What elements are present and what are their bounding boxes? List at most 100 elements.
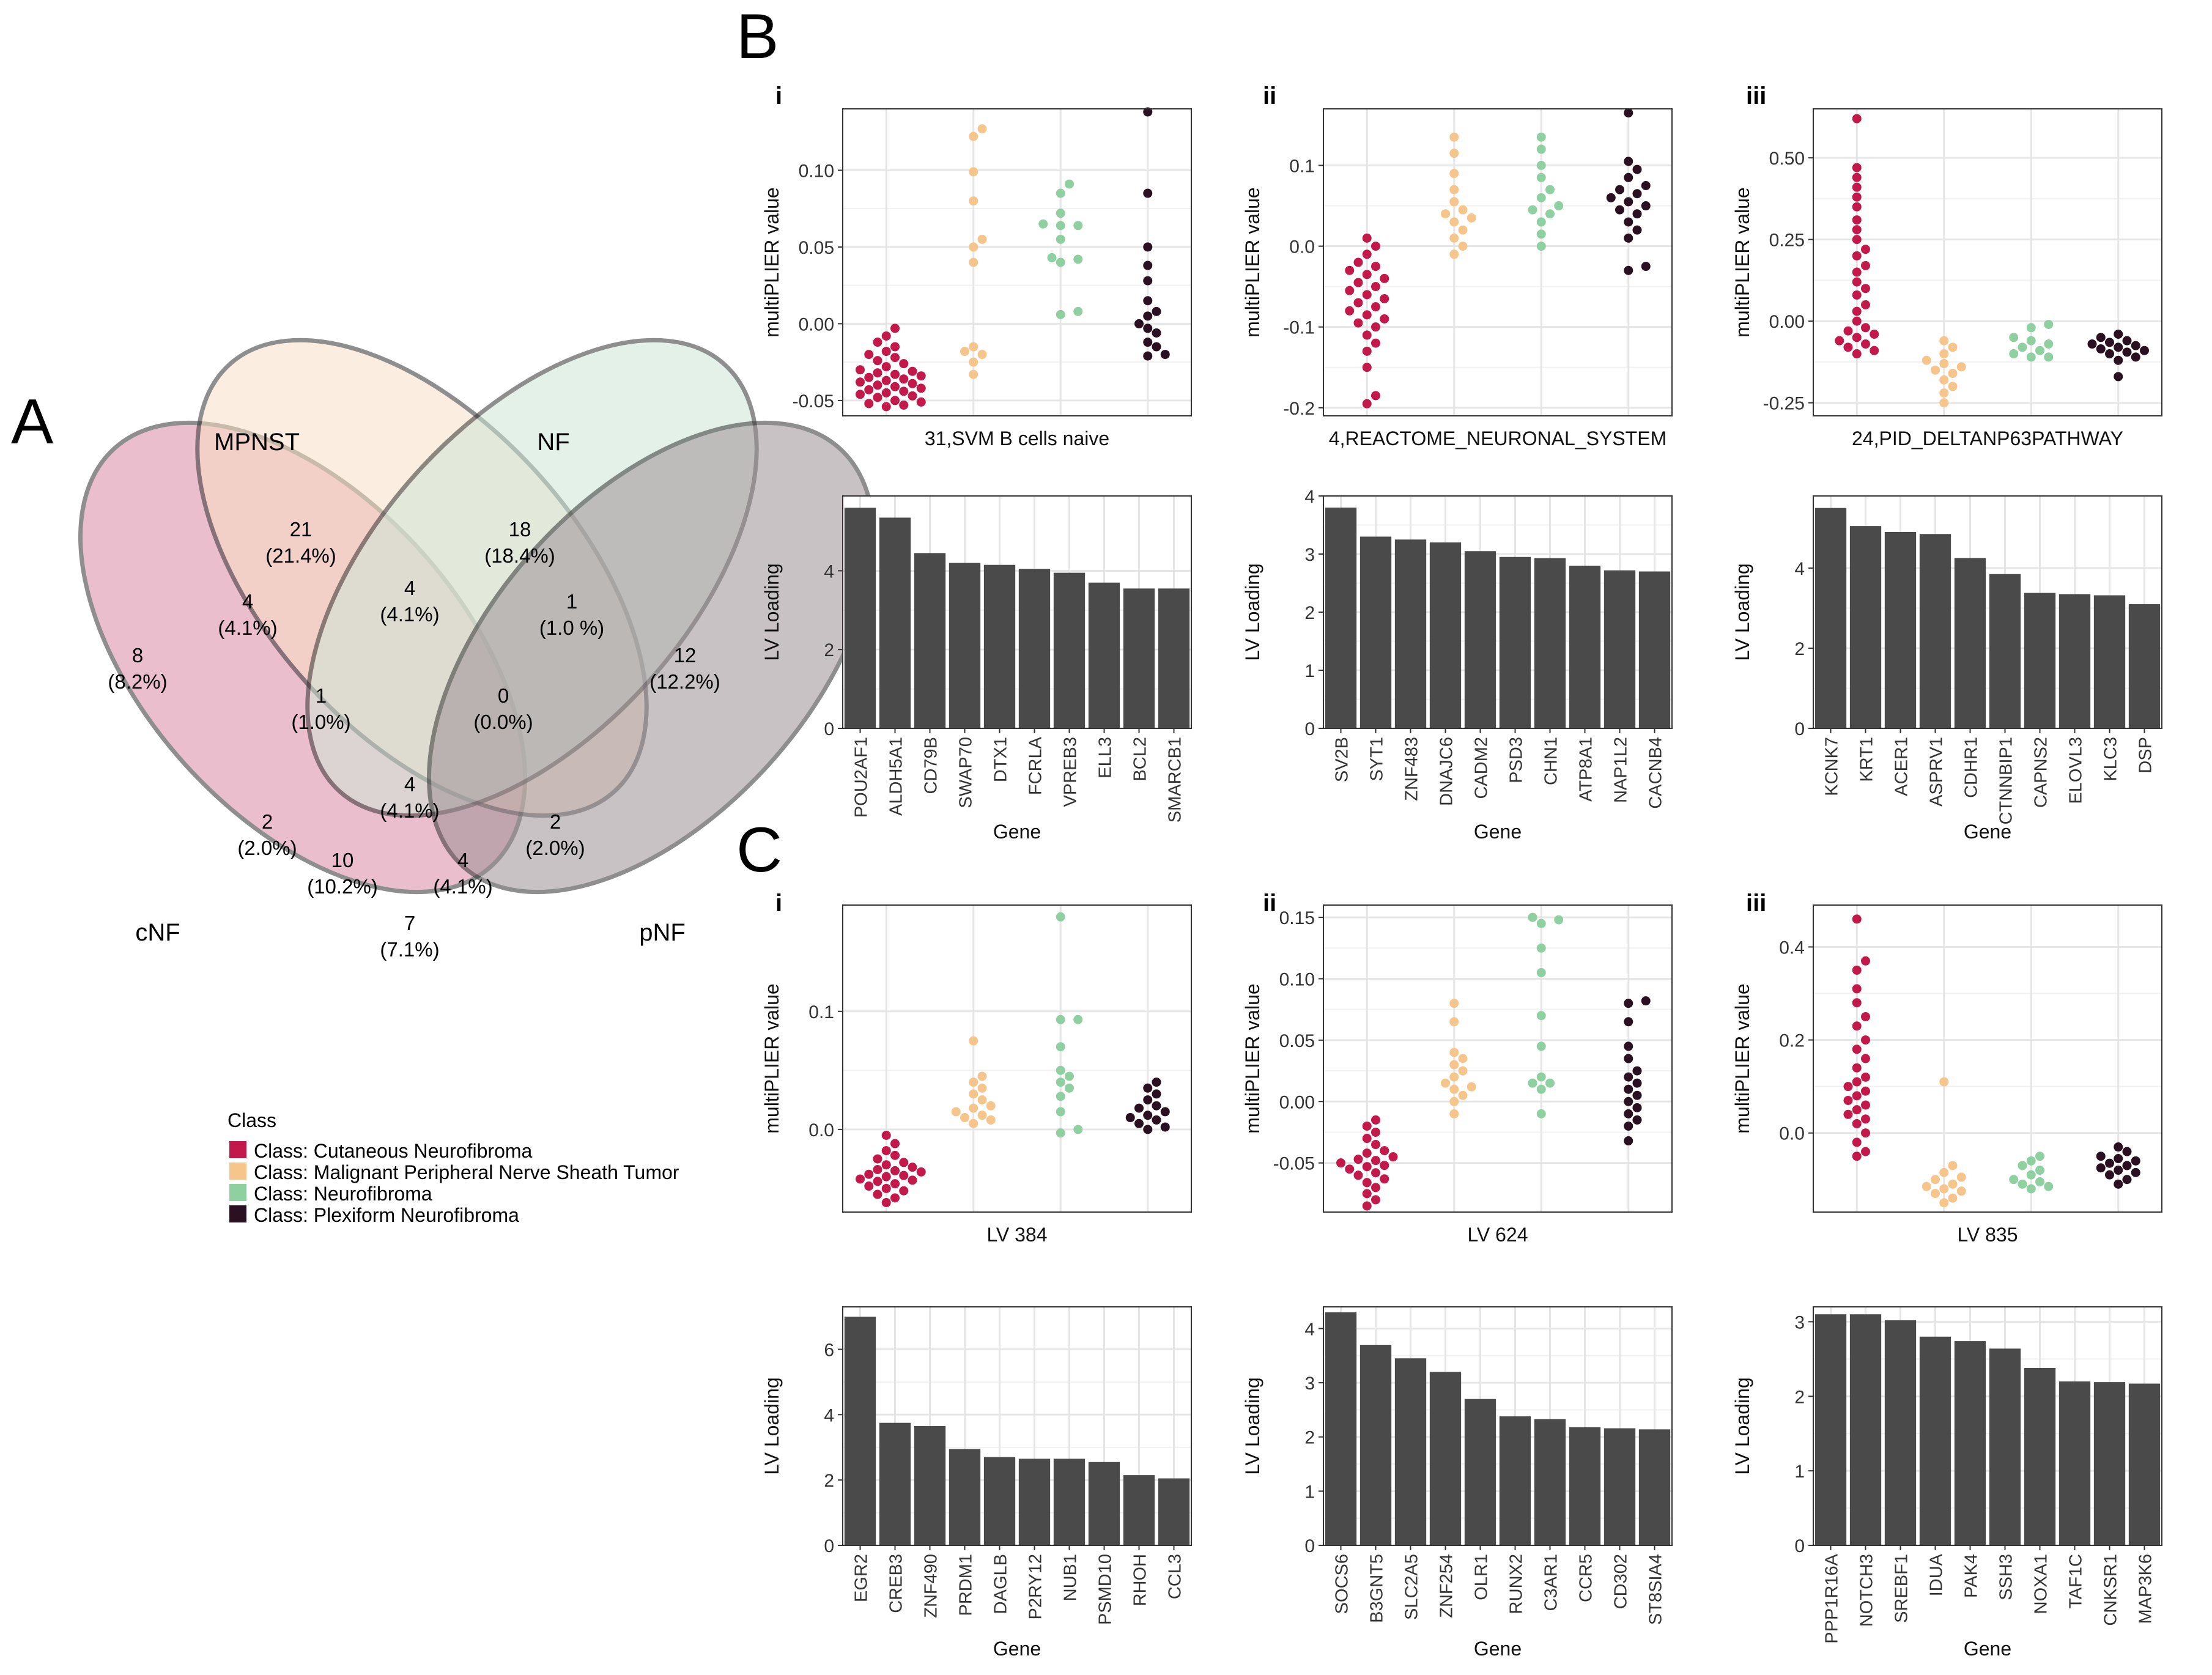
y-tick-label: 0: [824, 719, 834, 739]
data-point: [1852, 172, 1862, 182]
data-point: [1134, 319, 1144, 328]
bar: [1018, 1459, 1051, 1545]
data-point: [1852, 984, 1862, 994]
data-point: [1852, 215, 1862, 225]
bar: [914, 1426, 946, 1545]
venn-region-pct: (7.1%): [380, 938, 439, 961]
data-point: [1362, 1148, 1372, 1158]
data-point: [1939, 1184, 1949, 1194]
data-point: [899, 1170, 909, 1180]
data-point: [1861, 1035, 1870, 1045]
data-point: [873, 368, 882, 378]
x-tick-label: PAK4: [1962, 1554, 1981, 1598]
data-point: [969, 357, 978, 367]
x-tick-label: PRDM1: [956, 1554, 976, 1616]
data-point: [1143, 261, 1153, 270]
x-tick-label: KLC3: [2101, 737, 2121, 782]
data-point: [1632, 225, 1642, 235]
data-point: [1134, 1119, 1144, 1128]
data-point: [2044, 319, 2054, 329]
data-point: [2114, 1166, 2123, 1175]
venn-region-pct: (4.1%): [218, 616, 277, 639]
data-point: [1371, 242, 1380, 251]
data-point: [1948, 1179, 1958, 1189]
x-axis-label: LV 835: [1957, 1224, 2018, 1246]
y-tick-label: 0: [824, 1536, 834, 1556]
data-point: [969, 342, 978, 352]
bar: [1429, 542, 1462, 728]
data-point: [856, 1174, 865, 1184]
data-point: [1536, 242, 1546, 251]
x-tick-label: RHOH: [1131, 1554, 1150, 1606]
data-point: [969, 131, 978, 141]
y-axis-label: LV Loading: [1731, 1377, 1753, 1475]
sub-label-c-iii: iii: [1746, 890, 1766, 917]
data-point: [1371, 1127, 1380, 1137]
plot-area: [1323, 904, 1673, 1213]
data-point: [969, 196, 978, 206]
bar: [1638, 571, 1671, 728]
data-point: [1852, 1152, 1862, 1161]
data-point: [1624, 1017, 1633, 1027]
data-point: [1143, 324, 1153, 333]
bar: [1394, 1358, 1427, 1545]
data-point: [1939, 1077, 1949, 1087]
data-point: [1143, 1125, 1153, 1134]
venn-label-cnf: cNF: [135, 919, 180, 946]
data-point: [1449, 233, 1459, 243]
x-axis-label: Gene: [993, 1638, 1041, 1660]
data-point: [1143, 296, 1153, 306]
data-point: [1624, 1096, 1633, 1106]
data-point: [1852, 114, 1862, 124]
data-point: [1536, 919, 1546, 928]
bar: [1954, 1341, 1986, 1545]
data-point: [1861, 261, 1870, 270]
legend-swatch-mpnst: [229, 1163, 246, 1180]
bar: [1814, 1314, 1847, 1545]
venn-region-pct: (1.0 %): [539, 616, 604, 639]
data-point: [1536, 1072, 1546, 1082]
data-point: [1528, 912, 1537, 922]
y-tick-label: 0.0: [808, 1120, 834, 1141]
y-axis-label: LV Loading: [761, 563, 783, 661]
data-point: [1931, 1175, 1940, 1185]
data-point: [1624, 1136, 1633, 1146]
data-point: [864, 385, 874, 394]
plot-border: [1813, 495, 2162, 729]
data-point: [2018, 342, 2027, 352]
data-point: [2122, 347, 2132, 357]
data-point: [977, 1111, 987, 1120]
data-point: [1371, 1115, 1380, 1125]
data-point: [1852, 1091, 1862, 1101]
data-point: [1345, 286, 1355, 295]
data-point: [1939, 398, 1949, 408]
bar: [844, 1317, 876, 1545]
y-tick-label: 2: [1794, 639, 1805, 659]
data-point: [1624, 157, 1633, 166]
data-point: [864, 399, 874, 409]
data-point: [2122, 1175, 2132, 1185]
x-tick-label: CREB3: [887, 1554, 906, 1613]
data-point: [899, 359, 909, 369]
data-point: [1956, 1172, 1966, 1182]
y-axis-label: LV Loading: [1241, 563, 1263, 661]
x-tick-label: CACNB4: [1646, 737, 1666, 809]
venn-region-count: 12: [674, 644, 697, 667]
y-tick-label: 1: [1304, 661, 1315, 681]
data-point: [1143, 1083, 1153, 1093]
bar: [1569, 566, 1601, 728]
data-point: [2114, 355, 2123, 365]
x-tick-label: PSMD10: [1096, 1554, 1115, 1625]
y-tick-label: 0.0: [1289, 237, 1315, 257]
data-point: [1353, 318, 1363, 328]
data-point: [1861, 323, 1870, 333]
data-point: [1861, 284, 1870, 294]
y-axis-label: multiPLIER value: [761, 983, 783, 1133]
y-tick-label: 0.00: [1769, 312, 1805, 332]
data-point: [1056, 234, 1065, 244]
legend-item-mpnst: Class: Malignant Peripheral Nerve Sheath…: [254, 1161, 679, 1183]
data-point: [2131, 352, 2140, 362]
data-point: [1143, 311, 1153, 321]
data-point: [1536, 172, 1546, 182]
data-point: [2009, 349, 2019, 359]
